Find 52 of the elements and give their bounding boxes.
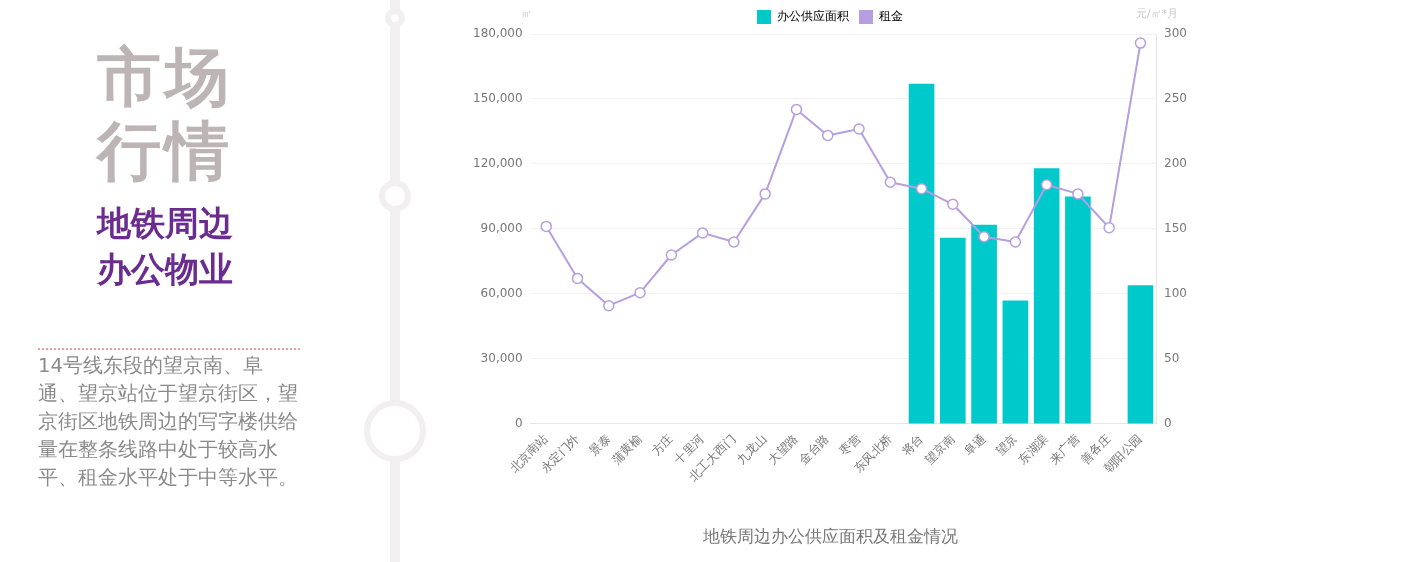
y2-tick-label: 200 [1164, 156, 1187, 171]
y-tick-label: 120,000 [473, 156, 523, 171]
point [665, 249, 678, 261]
y2-tick-label: 250 [1164, 91, 1187, 106]
point [634, 286, 646, 299]
point [790, 103, 803, 116]
bar [1127, 285, 1154, 424]
text: 14号线东段的望京南、阜通、望京站位于望京街区，望京街区地铁周边的写字楼供给量在整条线路中处于较高水平、租金水平处于中等水平。 [38, 353, 299, 491]
point [1040, 179, 1053, 191]
point [571, 272, 584, 285]
point [853, 123, 865, 135]
point [947, 198, 959, 211]
y2-tick-label: 50 [1164, 351, 1180, 366]
point [1103, 221, 1115, 234]
point [1009, 236, 1022, 248]
y2-tick-label: 0 [1164, 416, 1172, 431]
legend-label: 办公供应面积 [777, 9, 849, 24]
bar [971, 224, 997, 424]
bar [1002, 300, 1029, 424]
y2-tick-label: 300 [1164, 26, 1187, 41]
x-tick-label: 望京 [992, 431, 1020, 459]
legend-label: 租金 [879, 9, 903, 24]
bar [940, 237, 966, 424]
point [696, 227, 709, 239]
y-tick-label: 30,000 [480, 351, 523, 366]
point [1072, 188, 1084, 200]
y2-tick-label: 150 [1164, 221, 1187, 236]
point [1134, 37, 1147, 49]
bar [1033, 168, 1060, 424]
text: 地铁周边办公物业 [95, 202, 234, 291]
point [915, 182, 928, 195]
bar [1065, 196, 1091, 424]
bar [908, 83, 935, 424]
x-tick-label: 阜通 [961, 431, 989, 459]
point [821, 129, 834, 142]
point [603, 299, 615, 312]
y2-tick-label: 100 [1164, 286, 1187, 301]
text: 地铁周边办公供应面积及租金情况 [701, 526, 958, 547]
y-tick-label: 0 [514, 416, 523, 431]
y-tick-label: 180,000 [473, 26, 523, 41]
y-tick-label: 60,000 [480, 286, 523, 301]
point [759, 188, 771, 200]
x-tick-label: 方庄 [648, 431, 676, 459]
point [728, 236, 740, 248]
x-tick-label: 蒲黄榆 [609, 431, 645, 467]
y-axis-title: ㎡ [520, 7, 532, 21]
point [884, 176, 897, 188]
point [978, 231, 990, 243]
y-tick-label: 90,000 [480, 221, 523, 236]
point [540, 220, 553, 233]
text: 市场行情 [94, 40, 234, 188]
y-tick-label: 150,000 [473, 91, 523, 106]
